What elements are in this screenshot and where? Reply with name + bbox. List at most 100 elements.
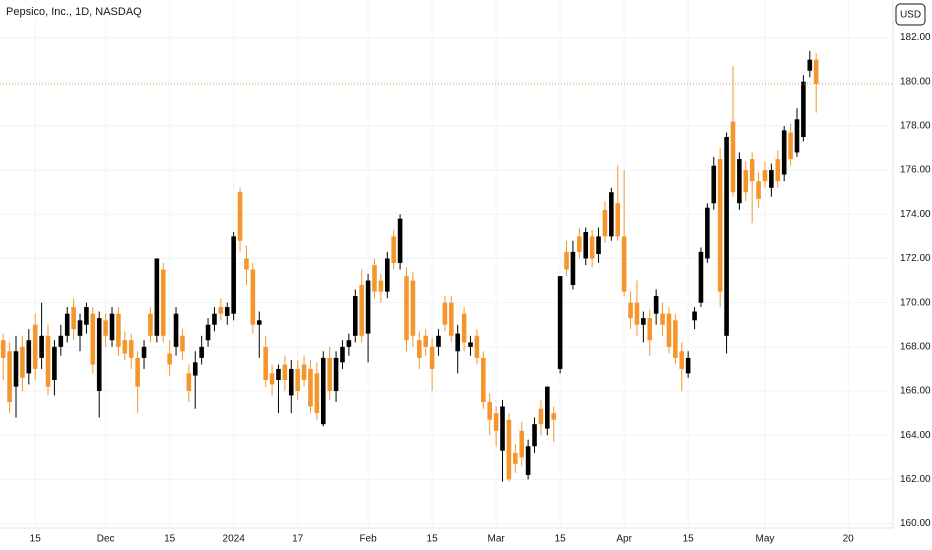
candle-body bbox=[391, 236, 396, 263]
candle-body bbox=[685, 357, 691, 374]
candle-body bbox=[455, 333, 461, 352]
candle-body bbox=[615, 203, 621, 237]
candle-body bbox=[250, 269, 256, 325]
candle-body bbox=[103, 320, 108, 336]
candle-body bbox=[359, 284, 364, 336]
candle-body bbox=[237, 192, 243, 241]
candle-body bbox=[77, 320, 83, 336]
y-tick-label: 160.00 bbox=[900, 518, 931, 529]
y-tick-label: 164.00 bbox=[900, 430, 931, 441]
candle-body bbox=[416, 340, 422, 358]
title-background bbox=[0, 2, 150, 20]
y-tick-label: 180.00 bbox=[900, 76, 931, 87]
candle-body bbox=[384, 258, 390, 292]
candle-body bbox=[314, 373, 320, 414]
candle-body bbox=[148, 313, 153, 336]
x-tick-label: 15 bbox=[427, 534, 439, 545]
y-tick-label: 168.00 bbox=[900, 341, 931, 352]
candle-body bbox=[801, 81, 806, 137]
candle-body bbox=[154, 258, 160, 336]
x-tick-label: 20 bbox=[843, 534, 855, 545]
candle-body bbox=[596, 236, 601, 255]
candle-body bbox=[410, 280, 416, 336]
candle-body bbox=[340, 346, 345, 363]
candle-body bbox=[525, 446, 531, 475]
candle-body bbox=[116, 313, 121, 347]
candle-body bbox=[442, 302, 448, 325]
candle-body bbox=[263, 346, 268, 380]
candle-body bbox=[481, 357, 486, 403]
chart-title: Pepsico, Inc., 1D, NASDAQ bbox=[6, 6, 142, 18]
candle-body bbox=[698, 251, 704, 303]
x-tick-label: May bbox=[756, 534, 775, 545]
candle-body bbox=[122, 340, 128, 354]
candle-body bbox=[577, 236, 582, 252]
candle-body bbox=[807, 59, 813, 71]
candle-body bbox=[7, 351, 12, 403]
candle-body bbox=[186, 373, 192, 392]
candle-body bbox=[301, 364, 307, 380]
x-tick-label: Mar bbox=[487, 534, 505, 545]
candle-body bbox=[192, 362, 198, 376]
candle-body bbox=[468, 342, 473, 347]
candle-body bbox=[397, 218, 403, 263]
candle-body bbox=[737, 159, 742, 204]
candle-body bbox=[372, 265, 377, 292]
x-tick-label: 17 bbox=[292, 534, 304, 545]
candle-body bbox=[218, 307, 224, 314]
candle-body bbox=[256, 320, 262, 325]
candle-body bbox=[39, 335, 44, 358]
y-tick-label: 178.00 bbox=[900, 121, 931, 132]
candle-body bbox=[295, 368, 300, 392]
y-tick-label: 174.00 bbox=[900, 209, 931, 220]
y-tick-label: 182.00 bbox=[900, 32, 931, 43]
candle-body bbox=[32, 324, 38, 369]
candle-body bbox=[564, 251, 569, 270]
x-tick-label: Feb bbox=[359, 534, 377, 545]
x-tick-label: 15 bbox=[30, 534, 42, 545]
candle-body bbox=[756, 181, 761, 199]
candle-body bbox=[199, 346, 204, 358]
candle-body bbox=[602, 209, 608, 237]
candle-body bbox=[583, 231, 589, 259]
candle-body bbox=[436, 335, 441, 347]
candle-body bbox=[52, 346, 57, 380]
x-tick-label: Apr bbox=[616, 534, 632, 545]
x-tick-label: Dec bbox=[97, 534, 115, 545]
candle-body bbox=[513, 452, 518, 464]
candle-body bbox=[224, 307, 230, 316]
candle-body bbox=[205, 324, 211, 341]
candle-body bbox=[160, 269, 166, 336]
candle-body bbox=[628, 302, 633, 319]
candle-body bbox=[20, 346, 25, 378]
candle-body bbox=[660, 313, 665, 325]
candle-body bbox=[666, 313, 672, 347]
candle-body bbox=[346, 340, 352, 347]
candle-body bbox=[449, 302, 454, 336]
candle-body bbox=[775, 159, 781, 182]
candle-body bbox=[320, 357, 326, 425]
currency-button[interactable] bbox=[895, 3, 926, 26]
candle-body bbox=[717, 159, 723, 292]
candle-body bbox=[769, 170, 774, 188]
candle-body bbox=[762, 170, 768, 182]
candle-body bbox=[167, 353, 172, 365]
candle-body bbox=[749, 159, 755, 182]
y-tick-label: 172.00 bbox=[900, 253, 931, 264]
currency-label[interactable]: USD bbox=[900, 10, 921, 21]
x-tick-label: 15 bbox=[164, 534, 176, 545]
candle-body bbox=[128, 340, 134, 358]
candle-body bbox=[244, 258, 249, 270]
candle-body bbox=[96, 318, 102, 392]
candle-body bbox=[333, 357, 339, 392]
candle-body bbox=[711, 165, 717, 204]
x-tick-label: 2024 bbox=[223, 534, 246, 545]
candle-body bbox=[519, 430, 525, 458]
candle-body bbox=[429, 346, 435, 369]
y-tick-label: 170.00 bbox=[900, 297, 931, 308]
candle-body bbox=[653, 296, 659, 314]
candle-body bbox=[84, 307, 89, 325]
candle-body bbox=[461, 313, 467, 343]
